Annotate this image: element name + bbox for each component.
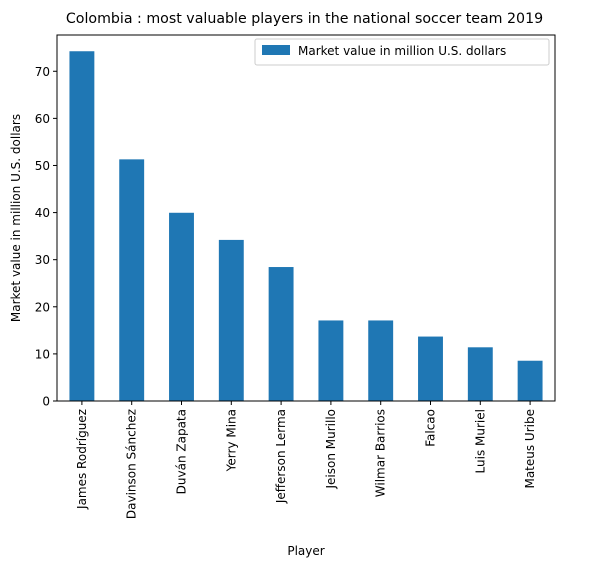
y-tick-label: 0 — [42, 395, 50, 409]
x-tick-label: James Rodríguez — [75, 409, 89, 510]
x-tick-label: Luis Muriel — [473, 409, 487, 473]
bar-7 — [418, 336, 443, 401]
y-axis-ticks: 0 10 20 30 40 50 60 70 — [35, 65, 57, 409]
x-tick-label: Mateus Uribe — [523, 409, 537, 489]
y-tick-label: 50 — [35, 159, 50, 173]
bar-6 — [368, 320, 394, 401]
y-axis-label: Market value in million U.S. dollars — [9, 114, 23, 322]
y-tick-label: 30 — [35, 253, 50, 267]
bar-2 — [169, 212, 194, 401]
legend: Market value in million U.S. dollars — [254, 38, 550, 66]
x-tick-label: Wilmar Barrios — [374, 409, 388, 497]
bars-group — [69, 51, 543, 401]
y-tick-label: 70 — [35, 65, 50, 79]
chart-title: Colombia : most valuable players in the … — [66, 11, 543, 27]
legend-box — [254, 38, 550, 66]
legend-swatch — [262, 45, 290, 55]
y-tick-label: 20 — [35, 300, 50, 314]
x-axis-label: Player — [287, 544, 324, 558]
x-tick-label: Duván Zapata — [175, 409, 189, 494]
x-tick-label: Jefferson Lerma — [274, 409, 288, 504]
bar-5 — [318, 320, 344, 401]
y-tick-label: 40 — [35, 206, 50, 220]
x-tick-label: Jeison Murillo — [324, 409, 338, 490]
bar-9 — [517, 360, 543, 401]
y-tick-label: 10 — [35, 347, 50, 361]
legend-label: Market value in million U.S. dollars — [298, 44, 506, 58]
bar-1 — [119, 159, 145, 401]
bar-3 — [218, 239, 244, 401]
bar-0 — [69, 51, 95, 401]
y-tick-label: 60 — [35, 112, 50, 126]
x-tick-label: Davinson Sánchez — [125, 409, 139, 519]
x-tick-label: Yerry Mina — [224, 409, 238, 472]
x-tick-label: Falcao — [424, 409, 438, 447]
bar-4 — [268, 267, 294, 401]
x-axis-ticks: James Rodríguez Davinson Sánchez Duván Zap… — [75, 401, 537, 519]
bar-8 — [467, 347, 493, 401]
plot-frame — [56, 34, 556, 402]
